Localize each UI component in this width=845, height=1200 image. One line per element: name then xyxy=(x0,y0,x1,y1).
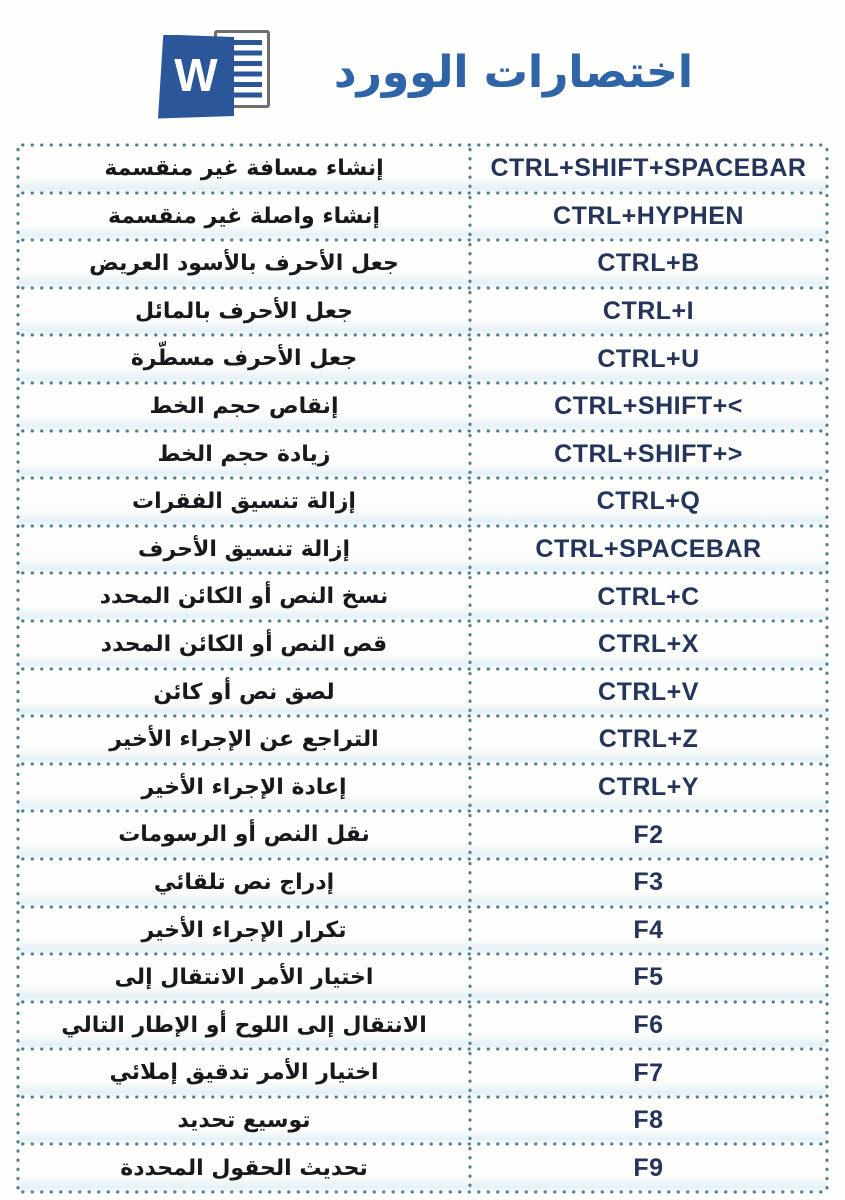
shortcuts-table: إنشاء مسافة غير منقسمة CTRL+SHIFT+SPACEB… xyxy=(16,143,829,1194)
shortcut-description-cell: اختيار الأمر تدقيق إملائي xyxy=(109,1060,379,1086)
shortcut-description-cell: نسخ النص أو الكائن المحدد xyxy=(99,584,389,610)
shortcut-description-cell: جعل الأحرف بالمائل xyxy=(135,298,353,324)
table-row: تكرار الإجراء الأخير F4 xyxy=(18,904,827,955)
shortcut-keys-cell: CTRL+Z xyxy=(598,725,699,754)
table-row: تحديث الحقول المحددة F9 xyxy=(18,1142,827,1193)
shortcut-description-cell: قص النص أو الكائن المحدد xyxy=(100,631,388,657)
table-row: نسخ النص أو الكائن المحدد CTRL+C xyxy=(18,571,827,621)
shortcut-description-cell: إزالة تنسيق الأحرف xyxy=(137,536,351,562)
table-row: الانتقال إلى اللوح أو الإطار التالي F6 xyxy=(18,999,827,1050)
shortcut-keys-cell: CTRL+Y xyxy=(598,773,699,802)
shortcut-keys-cell: CTRL+SHIFT+SPACEBAR xyxy=(490,154,807,183)
shortcut-keys-cell: CTRL+SPACEBAR xyxy=(535,535,762,564)
table-row: جعل الأحرف مسطّرة CTRL+U xyxy=(18,333,827,383)
shortcut-table-body: إنشاء مسافة غير منقسمة CTRL+SHIFT+SPACEB… xyxy=(18,145,827,1193)
table-row: إزالة تنسيق الفقرات CTRL+Q xyxy=(18,476,827,526)
table-row: توسيع تحديد F8 xyxy=(18,1094,827,1145)
table-row: إنشاء واصلة غير منقسمة CTRL+HYPHEN xyxy=(18,190,827,241)
shortcut-description-cell: تكرار الإجراء الأخير xyxy=(141,917,347,943)
shortcut-description-cell: اختيار الأمر الانتقال إلى xyxy=(114,965,374,991)
shortcut-keys-cell: CTRL+U xyxy=(597,344,700,373)
shortcut-description-cell: إعادة الإجراء الأخير xyxy=(141,774,347,800)
word-w-letter: W xyxy=(174,48,218,101)
shortcut-keys-cell: CTRL+I xyxy=(602,297,695,326)
shortcut-keys-cell: CTRL+V xyxy=(598,677,699,706)
shortcut-description-cell: إدراج نص تلقائي xyxy=(153,869,335,895)
table-row: نقل النص أو الرسومات F2 xyxy=(18,809,827,859)
table-row: جعل الأحرف بالأسود العريض CTRL+B xyxy=(18,238,827,288)
table-row: التراجع عن الإجراء الأخير CTRL+Z xyxy=(18,714,827,764)
shortcut-keys-cell: CTRL+B xyxy=(597,249,700,278)
shortcut-keys-cell: F9 xyxy=(633,1153,664,1182)
shortcut-description-cell: تحديث الحقول المحددة xyxy=(120,1155,368,1181)
table-row: إدراج نص تلقائي F3 xyxy=(18,856,827,907)
shortcut-keys-cell: F2 xyxy=(633,820,664,849)
shortcut-keys-cell: F5 xyxy=(633,963,664,992)
shortcut-keys-cell: CTRL+X xyxy=(598,630,699,659)
table-right-border xyxy=(825,145,829,1192)
page-title: اختصارات الوورد xyxy=(333,47,694,98)
table-row: إنقاص حجم الخط CTRL+SHIFT+< xyxy=(18,380,827,431)
word-blue-panel: W xyxy=(157,34,234,119)
shortcut-description-cell: التراجع عن الإجراء الأخير xyxy=(109,727,379,753)
shortcut-description-cell: جعل الأحرف مسطّرة xyxy=(130,346,358,372)
shortcut-description-cell: إنشاء مسافة غير منقسمة xyxy=(104,156,384,182)
shortcut-keys-cell: CTRL+C xyxy=(597,582,700,611)
shortcut-keys-cell: F8 xyxy=(633,1106,664,1135)
shortcut-description-cell: نقل النص أو الرسومات xyxy=(118,822,370,848)
shortcut-description-cell: جعل الأحرف بالأسود العريض xyxy=(89,251,399,277)
shortcut-description-cell: زيادة حجم الخط xyxy=(157,441,331,467)
shortcut-description-cell: لصق نص أو كائن xyxy=(153,679,335,705)
table-row: قص النص أو الكائن المحدد CTRL+X xyxy=(18,618,827,669)
table-row: زيادة حجم الخط CTRL+SHIFT+> xyxy=(18,428,827,479)
table-left-border xyxy=(16,145,20,1192)
shortcut-keys-cell: CTRL+SHIFT+< xyxy=(554,392,743,421)
table-row: إعادة الإجراء الأخير CTRL+Y xyxy=(18,761,827,812)
table-row: جعل الأحرف بالمائل CTRL+I xyxy=(18,285,827,336)
shortcut-keys-cell: F7 xyxy=(633,1058,664,1087)
shortcut-description-cell: إنقاص حجم الخط xyxy=(149,394,339,420)
table-row: لصق نص أو كائن CTRL+V xyxy=(18,666,827,717)
shortcut-keys-cell: CTRL+SHIFT+> xyxy=(554,439,743,468)
shortcut-keys-cell: CTRL+HYPHEN xyxy=(553,201,744,230)
page-header: W اختصارات الوورد xyxy=(0,0,845,145)
microsoft-word-logo-icon: W xyxy=(152,27,272,119)
shortcut-keys-cell: F4 xyxy=(633,915,664,944)
table-row: اختيار الأمر الانتقال إلى F5 xyxy=(18,952,827,1002)
table-row: اختيار الأمر تدقيق إملائي F7 xyxy=(18,1047,827,1097)
shortcut-description-cell: إزالة تنسيق الفقرات xyxy=(132,489,356,515)
shortcut-keys-cell: F6 xyxy=(633,1010,664,1039)
shortcut-description-cell: الانتقال إلى اللوح أو الإطار التالي xyxy=(61,1012,427,1038)
shortcut-keys-cell: CTRL+Q xyxy=(596,487,701,516)
table-row: إزالة تنسيق الأحرف CTRL+SPACEBAR xyxy=(18,523,827,574)
shortcut-description-cell: إنشاء واصلة غير منقسمة xyxy=(107,203,381,229)
shortcut-description-cell: توسيع تحديد xyxy=(177,1107,311,1133)
shortcut-keys-cell: F3 xyxy=(633,868,664,897)
table-row: إنشاء مسافة غير منقسمة CTRL+SHIFT+SPACEB… xyxy=(18,145,827,193)
